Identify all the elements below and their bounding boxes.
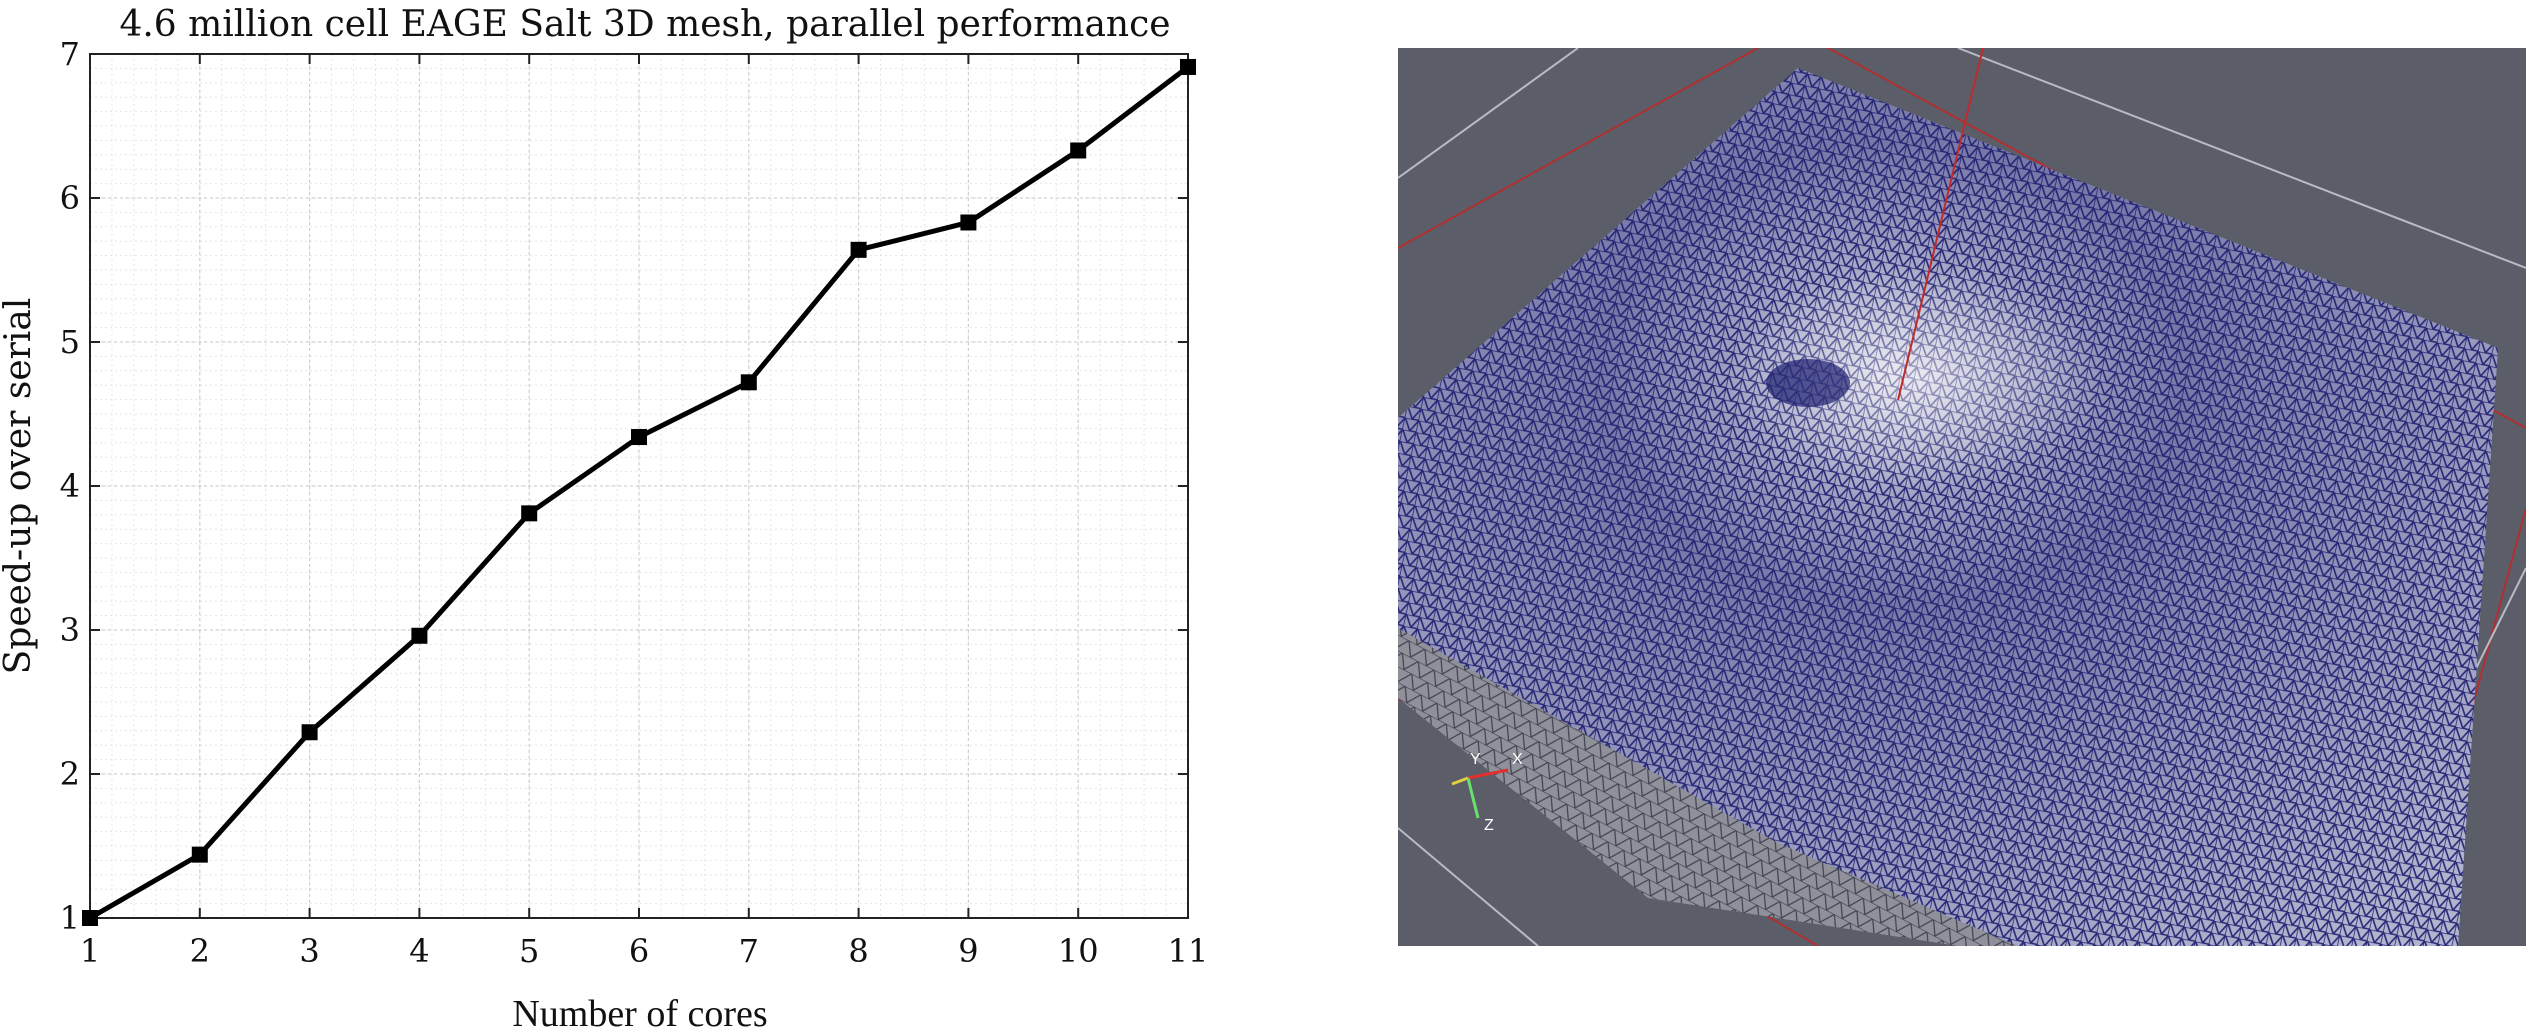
x-tick-label: 1 bbox=[80, 932, 100, 970]
data-point-marker bbox=[411, 627, 428, 644]
x-tick-label: 4 bbox=[409, 932, 429, 970]
x-tick-label: 7 bbox=[739, 932, 759, 970]
y-tick-label: 3 bbox=[60, 611, 80, 649]
speedup-chart: 4.6 million cell EAGE Salt 3D mesh, para… bbox=[0, 4, 1209, 1032]
mesh-side-face bbox=[1398, 628, 2058, 946]
data-point-marker bbox=[191, 846, 208, 863]
y-tick-label: 2 bbox=[60, 755, 80, 793]
data-point-marker bbox=[301, 724, 318, 741]
probe-line bbox=[1897, 48, 1984, 401]
y-tick-label: 5 bbox=[60, 323, 80, 361]
y-tick-label: 4 bbox=[60, 467, 80, 505]
data-point-marker bbox=[850, 241, 867, 258]
x-tick-label: 9 bbox=[958, 932, 978, 970]
axis-x-label: X bbox=[1512, 751, 1523, 768]
data-point-marker bbox=[631, 429, 647, 446]
x-tick-label: 11 bbox=[1168, 932, 1209, 970]
salt-dome-region bbox=[1728, 268, 2108, 488]
x-axis-label: Number of cores bbox=[512, 993, 767, 1032]
salt-dome-core bbox=[1766, 359, 1850, 407]
data-point-marker bbox=[1070, 142, 1087, 159]
mesh-3d-view[interactable]: X Y Z bbox=[1398, 48, 2526, 946]
axis-z-label: Z bbox=[1484, 817, 1494, 834]
x-tick-label: 5 bbox=[519, 932, 539, 970]
mesh-density-shading bbox=[1398, 68, 2498, 946]
y-tick-label: 1 bbox=[60, 899, 80, 937]
data-point-marker bbox=[82, 910, 98, 926]
x-tick-label: 2 bbox=[190, 932, 210, 970]
mesh-render: X Y Z bbox=[1398, 48, 2526, 946]
y-axis-label: Speed-up over serial bbox=[0, 298, 39, 675]
grid bbox=[89, 53, 1189, 919]
y-tick-label: 6 bbox=[60, 179, 80, 217]
y-tick-label: 7 bbox=[60, 35, 80, 73]
axis-y-label: Y bbox=[1470, 751, 1481, 768]
x-tick-label: 8 bbox=[848, 932, 868, 970]
data-point-marker bbox=[960, 214, 977, 231]
data-point-marker bbox=[521, 505, 538, 522]
series-layer bbox=[82, 58, 1196, 926]
x-tick-label: 3 bbox=[299, 932, 319, 970]
x-tick-label: 6 bbox=[629, 932, 649, 970]
x-tick-label: 10 bbox=[1058, 932, 1099, 970]
orientation-axes: X Y Z bbox=[1451, 751, 1523, 834]
data-point-marker bbox=[740, 374, 757, 391]
data-point-marker bbox=[1180, 58, 1196, 75]
chart-title: 4.6 million cell EAGE Salt 3D mesh, para… bbox=[119, 4, 1170, 45]
